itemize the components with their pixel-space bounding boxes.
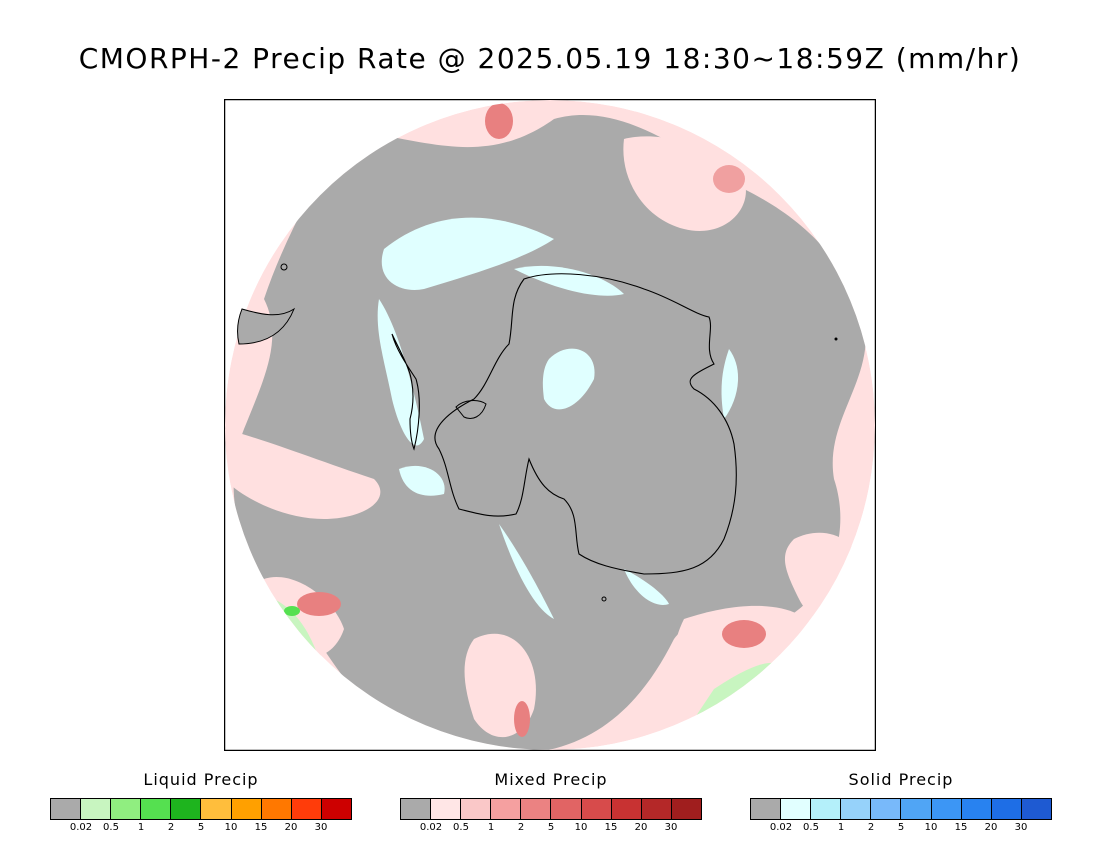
legend-swatch (261, 799, 292, 819)
legend-tick-label: 0.5 (453, 822, 469, 833)
legend-swatch (231, 799, 262, 819)
ice-shelf-edge (455, 400, 487, 419)
legend-ticks: 0.02 0.5 1 2 5 10 15 20 30 (750, 822, 1052, 836)
legend-swatch (931, 799, 962, 819)
solid-precip-patch (399, 465, 445, 496)
legend-swatch (641, 799, 672, 819)
legend-swatch (901, 799, 932, 819)
mixed-precip-core (713, 165, 745, 193)
legend-liquid: Liquid Precip 0.02 0.5 1 2 5 10 15 20 30 (50, 770, 352, 836)
legend-swatch (671, 799, 701, 819)
legend-tick-label: 10 (574, 822, 588, 833)
legend-swatch (111, 799, 142, 819)
legend-swatch (401, 799, 432, 819)
solid-precip-patch (514, 265, 624, 296)
legend-tick-label: 1 (487, 822, 495, 833)
liquid-precip-core (284, 606, 300, 616)
legend-tick-label: 2 (167, 822, 175, 833)
precip-map-svg (223, 98, 877, 752)
solid-precip-patch (721, 349, 739, 419)
solid-precip-patch (542, 348, 595, 410)
legend-tick-label: 20 (284, 822, 298, 833)
south-america-tip (237, 307, 296, 345)
legend-swatch (871, 799, 902, 819)
solid-precip-patch (624, 569, 669, 605)
legend-tick-label: 1 (137, 822, 145, 833)
antarctica-coastline (434, 273, 737, 575)
legend-tick-label: 0.5 (103, 822, 119, 833)
legend-tick-label: 15 (604, 822, 618, 833)
legend-swatch (201, 799, 232, 819)
island (834, 337, 838, 341)
legend-swatch (991, 799, 1022, 819)
legend-tick-label: 30 (314, 822, 328, 833)
mixed-precip-core (297, 592, 341, 616)
legend-swatch (581, 799, 612, 819)
legend-mixed: Mixed Precip 0.02 0.5 1 2 5 10 15 20 30 (400, 770, 702, 836)
legend-swatch (811, 799, 842, 819)
legend-tick-label: 15 (954, 822, 968, 833)
legend-tick-label: 1 (837, 822, 845, 833)
legend-swatch (461, 799, 492, 819)
legend-swatch (551, 799, 582, 819)
legend-tick-label: 20 (634, 822, 648, 833)
legend-title: Mixed Precip (494, 770, 608, 789)
legend-swatch (781, 799, 812, 819)
legend-tick-label: 20 (984, 822, 998, 833)
legend-tick-label: 5 (547, 822, 555, 833)
legend-tick-label: 0.5 (803, 822, 819, 833)
island (280, 263, 288, 271)
legend-swatch (611, 799, 642, 819)
mixed-precip-patch (623, 136, 746, 231)
solid-precip-patch (381, 217, 554, 290)
legend-swatch (491, 799, 522, 819)
legend-tick-label: 0.02 (419, 822, 443, 833)
legend-swatch (81, 799, 112, 819)
legend-ticks: 0.02 0.5 1 2 5 10 15 20 30 (400, 822, 702, 836)
mixed-precip-core (722, 620, 766, 648)
legend-title: Solid Precip (848, 770, 954, 789)
legend-swatch (1021, 799, 1051, 819)
legend-swatches (750, 798, 1052, 820)
legend-tick-label: 0.02 (769, 822, 793, 833)
legend-swatch (431, 799, 462, 819)
mixed-precip-patch (225, 429, 381, 519)
legend-swatch (51, 799, 82, 819)
legend-swatch (751, 799, 782, 819)
legend-tick-label: 15 (254, 822, 268, 833)
legend-tick-label: 5 (197, 822, 205, 833)
legend-title: Liquid Precip (143, 770, 259, 789)
legend-tick-label: 2 (517, 822, 525, 833)
map-title: CMORPH-2 Precip Rate @ 2025.05.19 18:30~… (78, 42, 1022, 75)
island (601, 596, 607, 602)
antarctic-peninsula (391, 333, 420, 451)
legend-tick-label: 30 (1014, 822, 1028, 833)
legend-tick-label: 30 (664, 822, 678, 833)
legend-tick-label: 10 (924, 822, 938, 833)
legend-swatch (961, 799, 992, 819)
mixed-precip-core (485, 103, 513, 139)
solid-precip-patch (499, 524, 554, 619)
legend-swatch (841, 799, 872, 819)
legend-swatches (50, 798, 352, 820)
legend-swatch (321, 799, 351, 819)
legend-tick-label: 10 (224, 822, 238, 833)
legend-swatch (521, 799, 552, 819)
legend-swatch (141, 799, 172, 819)
legend-swatch (291, 799, 322, 819)
legend-swatches (400, 798, 702, 820)
legend-swatch (171, 799, 202, 819)
mixed-precip-core (514, 701, 530, 737)
legend-solid: Solid Precip 0.02 0.5 1 2 5 10 15 20 30 (750, 770, 1052, 836)
legend-ticks: 0.02 0.5 1 2 5 10 15 20 30 (50, 822, 352, 836)
precip-map (223, 98, 877, 752)
legend-tick-label: 0.02 (69, 822, 93, 833)
legend-tick-label: 5 (897, 822, 905, 833)
legend-tick-label: 2 (867, 822, 875, 833)
